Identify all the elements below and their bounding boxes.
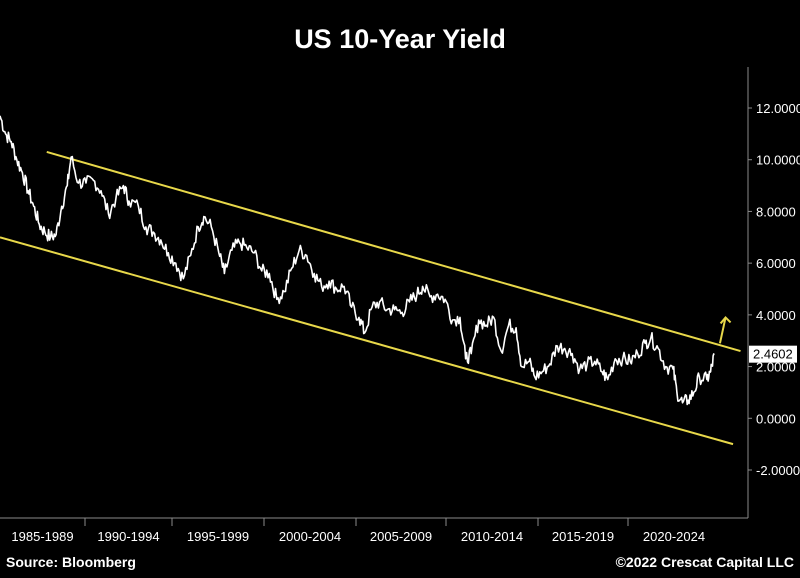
x-tick-label: 1985-1989	[11, 529, 73, 544]
y-tick-label: 0.0000	[756, 411, 796, 426]
breakout-arrow-shaft	[718, 317, 727, 344]
last-value-label: 2.4602	[753, 347, 793, 362]
y-tick-label: 8.0000	[756, 204, 796, 219]
last-value-box	[749, 345, 797, 363]
plot-area	[0, 115, 741, 446]
x-tick-label: 2020-2024	[643, 529, 705, 544]
footer-bar	[0, 552, 800, 578]
upper-channel-line	[46, 150, 741, 353]
breakout-arrow-head	[719, 315, 732, 325]
footer-source: Source: Bloomberg	[6, 554, 136, 570]
lower-channel-line	[0, 236, 734, 446]
y-tick-label: 10.0000	[756, 153, 800, 168]
y-tick-label: 6.0000	[756, 256, 796, 271]
y-tick-label: 2.0000	[756, 360, 796, 375]
x-tick-label: 2005-2009	[370, 529, 432, 544]
chart-title: US 10-Year Yield	[294, 24, 506, 54]
y-tick-label: 12.0000	[756, 101, 800, 116]
y-axis-ticks: 12.0000 10.0000 8.0000 6.0000 4.0000 2.0000 0.…	[748, 101, 800, 478]
x-axis-ticks: 1985-1989 1990-1994 1995-1999 2000-2004 2005…	[11, 518, 705, 544]
footer-copyright: ©2022 Crescat Capital LLC	[616, 554, 794, 570]
y-tick-label: -2.0000	[756, 463, 800, 478]
x-tick-label: 2010-2014	[461, 529, 523, 544]
x-tick-label: 1990-1994	[97, 529, 159, 544]
x-tick-label: 1995-1999	[187, 529, 249, 544]
y-tick-label: 4.0000	[756, 308, 796, 323]
x-tick-label: 2015-2019	[552, 529, 614, 544]
yield-series-line	[0, 115, 715, 406]
x-tick-label: 2000-2004	[279, 529, 341, 544]
